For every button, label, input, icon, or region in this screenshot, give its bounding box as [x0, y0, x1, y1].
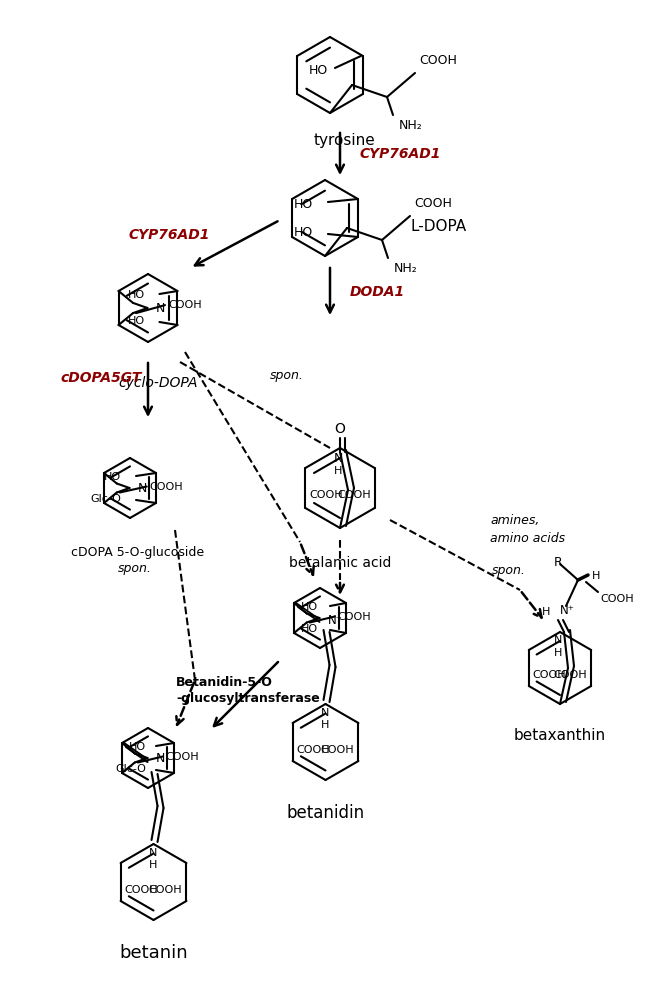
Text: DODA1: DODA1 — [350, 285, 405, 299]
Text: CYP76AD1: CYP76AD1 — [129, 228, 210, 242]
Text: COOH: COOH — [166, 752, 199, 762]
Text: HO: HO — [293, 197, 313, 210]
Text: Glc-O: Glc-O — [115, 764, 146, 774]
Text: spon.: spon. — [270, 369, 304, 382]
Text: COOH: COOH — [168, 300, 201, 310]
Text: COOH: COOH — [600, 594, 634, 604]
Text: tyrosine: tyrosine — [314, 133, 376, 148]
Text: H: H — [542, 607, 550, 617]
Text: betanin: betanin — [119, 944, 188, 962]
Text: Glc-O: Glc-O — [90, 494, 121, 504]
Text: Betanidin-5-O: Betanidin-5-O — [176, 676, 273, 689]
Text: H: H — [554, 648, 562, 658]
Text: N: N — [137, 482, 147, 495]
Text: N: N — [155, 752, 165, 765]
Text: betanidin: betanidin — [286, 804, 365, 822]
Text: NH₂: NH₂ — [399, 119, 423, 132]
Text: amino acids: amino acids — [490, 531, 565, 544]
Text: HO: HO — [128, 290, 145, 300]
Text: COOH: COOH — [150, 482, 183, 492]
Text: R: R — [554, 555, 562, 568]
Text: cDOPA5GT: cDOPA5GT — [60, 371, 141, 385]
Text: COOH: COOH — [554, 670, 587, 680]
Text: H: H — [334, 466, 342, 476]
Text: cyclo-DOPA: cyclo-DOPA — [118, 376, 197, 390]
Text: COOH: COOH — [321, 745, 354, 755]
Text: HO: HO — [301, 602, 318, 612]
Text: HO: HO — [129, 742, 146, 752]
Text: N: N — [149, 848, 157, 858]
Text: COOH: COOH — [414, 197, 452, 210]
Text: HO: HO — [293, 225, 313, 238]
Text: NH₂: NH₂ — [394, 262, 418, 275]
Text: COOH: COOH — [149, 885, 183, 895]
Text: amines,: amines, — [490, 513, 540, 526]
Text: HO: HO — [104, 472, 121, 482]
Text: -glucosyltransferase: -glucosyltransferase — [176, 692, 319, 705]
Text: cDOPA 5-O-glucoside: cDOPA 5-O-glucoside — [71, 546, 205, 559]
Text: betaxanthin: betaxanthin — [514, 728, 606, 743]
Text: spon.: spon. — [118, 561, 152, 574]
Text: N: N — [321, 708, 329, 718]
Text: H: H — [149, 860, 157, 870]
Text: HO: HO — [301, 624, 318, 634]
Text: COOH: COOH — [309, 490, 343, 500]
Text: betalamic acid: betalamic acid — [289, 556, 391, 570]
Text: H: H — [321, 720, 329, 730]
Text: COOH: COOH — [337, 490, 371, 500]
Text: L-DOPA: L-DOPA — [410, 218, 466, 233]
Text: COOH: COOH — [533, 670, 566, 680]
Text: HO: HO — [309, 64, 328, 77]
Text: O: O — [335, 422, 346, 436]
Text: CYP76AD1: CYP76AD1 — [360, 147, 442, 161]
Text: H: H — [592, 571, 600, 581]
Text: spon.: spon. — [492, 563, 526, 576]
Text: COOH: COOH — [125, 885, 158, 895]
Text: COOH: COOH — [338, 611, 372, 621]
Text: HO: HO — [128, 316, 145, 326]
Text: N: N — [155, 301, 165, 314]
Text: N⁺: N⁺ — [327, 613, 342, 626]
Text: COOH: COOH — [297, 745, 330, 755]
Text: N: N — [554, 635, 562, 645]
Text: N: N — [334, 452, 343, 465]
Text: COOH: COOH — [419, 54, 457, 67]
Text: N⁺: N⁺ — [560, 603, 575, 616]
